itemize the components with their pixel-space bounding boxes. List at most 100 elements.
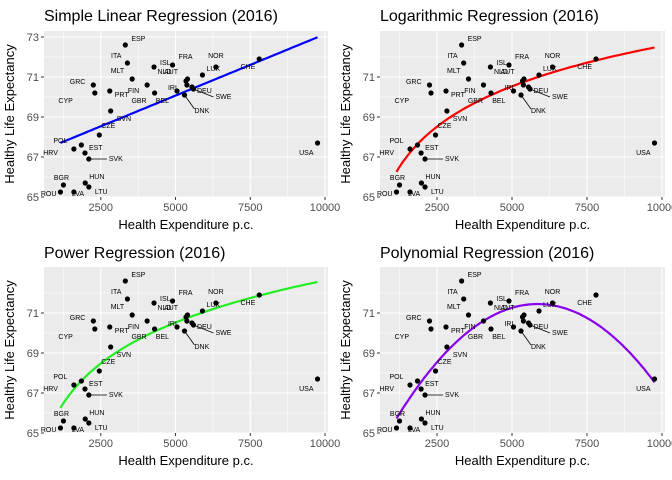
label-leader-line [520, 94, 532, 110]
data-point-svk [422, 392, 428, 398]
data-label-isl: ISL [160, 296, 171, 303]
x-axis-title: Health Expenditure p.c. [118, 217, 253, 232]
data-point-cze [96, 132, 102, 138]
data-label-fin: FIN [464, 324, 475, 331]
y-tick-label: 65 [27, 428, 39, 440]
data-label-fin: FIN [128, 88, 139, 95]
data-point-grc [426, 82, 433, 88]
data-point-esp [459, 278, 465, 284]
data-point-est [82, 386, 88, 392]
data-point-esp [122, 278, 128, 284]
data-point-fin [144, 318, 150, 324]
data-point-ita [461, 60, 467, 66]
data-point-hrv [407, 146, 413, 152]
data-point-prt [443, 88, 449, 94]
data-point-cze [432, 132, 439, 138]
data-label-lva: LVA [72, 427, 85, 434]
data-point-svn [444, 344, 450, 350]
data-point-mlt [465, 312, 472, 318]
data-label-gbr: GBR [131, 98, 146, 105]
data-point-lva [71, 189, 77, 195]
data-label-che: CHE [240, 64, 255, 71]
data-label-mlt: MLT [111, 304, 125, 311]
data-point-dnk [518, 92, 524, 98]
data-label-aut: AUT [164, 305, 179, 312]
data-label-ltu: LTU [431, 425, 444, 432]
data-label-est: EST [425, 145, 439, 152]
data-label-rou: ROU [377, 427, 393, 434]
data-label-esp: ESP [131, 272, 145, 279]
data-point-mlt [465, 76, 472, 82]
data-label-dnk: DNK [531, 344, 546, 351]
data-label-deu: DEU [197, 324, 212, 331]
data-point-cze [432, 368, 439, 374]
data-label-svn: SVN [117, 352, 131, 359]
data-label-prt: PRT [115, 92, 130, 99]
data-point-usa [651, 140, 658, 146]
data-label-lva: LVA [72, 191, 85, 198]
data-point-hun [82, 416, 88, 422]
data-label-esp: ESP [131, 36, 145, 43]
x-axis-title: Health Expenditure p.c. [118, 453, 253, 468]
data-label-cze: CZE [101, 359, 115, 366]
data-label-cyp: CYP [395, 334, 410, 341]
data-label-bgr: BGR [390, 411, 405, 418]
data-point-gbr [488, 326, 494, 332]
data-label-mlt: MLT [447, 68, 461, 75]
data-point-ita [124, 60, 131, 66]
data-label-cyp: CYP [395, 98, 410, 105]
data-label-usa: USA [636, 386, 651, 393]
data-label-usa: USA [299, 150, 314, 157]
data-point-fra [506, 62, 512, 68]
data-point-svk [86, 156, 92, 162]
data-point-lva [407, 189, 413, 195]
data-point-nor [213, 300, 219, 306]
data-point-isl [151, 300, 157, 306]
data-label-hun: HUN [425, 174, 440, 181]
y-tick-label: 69 [27, 112, 39, 124]
data-point-ltu [422, 184, 428, 190]
label-leader-line [184, 94, 195, 110]
data-label-irl: IRL [168, 85, 179, 92]
data-point-grc [90, 82, 96, 88]
data-point-cyp [92, 90, 98, 96]
data-point-lux [536, 308, 542, 314]
y-tick-label: 65 [363, 192, 375, 204]
data-point-dnk [181, 92, 188, 98]
data-label-che: CHE [577, 300, 592, 307]
data-label-deu: DEU [534, 324, 549, 331]
data-point-ltu [422, 420, 428, 426]
data-label-irl: IRL [504, 85, 515, 92]
data-label-prt: PRT [451, 92, 466, 99]
data-point-hrv [71, 146, 77, 152]
data-point-est [82, 150, 88, 156]
y-tick-label: 69 [363, 112, 375, 124]
data-point-lux [199, 308, 206, 314]
y-tick-label: 67 [363, 152, 375, 164]
data-label-fra: FRA [179, 290, 193, 297]
y-axis-title: Healthy Life Expectancy [338, 280, 353, 420]
data-label-cyp: CYP [58, 334, 73, 341]
data-label-aut: AUT [501, 305, 516, 312]
data-point-hrv [71, 382, 77, 388]
data-point-usa [314, 376, 321, 382]
data-point-gbr [152, 90, 158, 96]
label-leader-line [184, 330, 195, 346]
data-point-svk [86, 392, 92, 398]
panel-title: Power Regression (2016) [44, 245, 225, 262]
panel-title: Logarithmic Regression (2016) [380, 8, 599, 25]
data-point-fin [480, 318, 487, 324]
data-point-hun [82, 180, 88, 186]
data-label-lux: LUX [206, 66, 220, 73]
data-label-dnk: DNK [195, 344, 210, 351]
data-point-irl [520, 318, 527, 324]
data-label-ita: ITA [111, 289, 122, 296]
data-label-esp: ESP [468, 272, 482, 279]
data-point-bel [510, 88, 517, 94]
data-point-grc [426, 318, 433, 324]
x-tick-label: 2500 [89, 438, 113, 450]
data-point-irl [184, 82, 190, 88]
data-point-svn [108, 108, 114, 114]
panel-title: Simple Linear Regression (2016) [44, 8, 278, 25]
